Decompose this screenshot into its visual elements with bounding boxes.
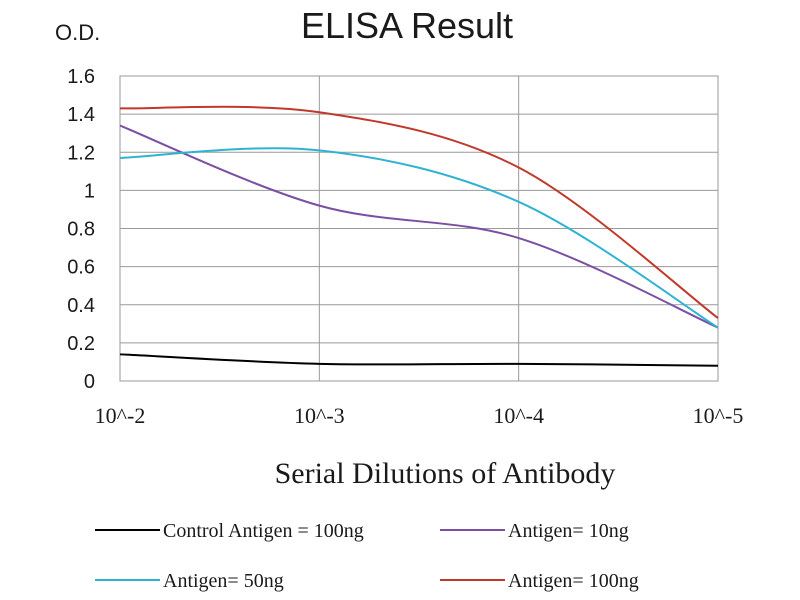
y-tick-label: 0.4 [67,295,95,317]
y-tick-label: 1 [84,180,95,202]
x-tick-label: 10^-2 [95,403,146,428]
legend: Control Antigen = 100ng Antigen= 10ng Anti… [95,520,639,592]
y-tick-label: 1.6 [67,66,95,88]
y-tick-label: 1.2 [67,142,95,164]
x-tick-label: 10^-5 [693,403,744,428]
y-axis-ticks: 0 0.2 0.4 0.6 0.8 1 1.2 1.4 1.6 [67,66,95,393]
y-tick-label: 0 [84,371,95,393]
x-tick-label: 10^-4 [493,403,544,428]
y-tick-label: 0.8 [67,219,95,241]
grid-lines [119,75,719,382]
legend-label: Antigen= 100ng [508,570,639,592]
legend-label: Antigen= 10ng [508,520,629,542]
series-line-2 [119,147,719,329]
series-line-3 [119,105,719,319]
x-axis-ticks: 10^-2 10^-3 10^-4 10^-5 [95,403,744,428]
x-tick-label: 10^-3 [294,403,345,428]
series-line-1 [119,124,719,329]
y-tick-label: 0.2 [67,333,95,355]
x-axis-label: Serial Dilutions of Antibody [275,457,616,490]
series-lines [119,105,719,367]
series-line-0 [119,353,719,367]
legend-label: Antigen= 50ng [163,570,284,592]
chart-title: ELISA Result [301,5,513,46]
legend-label: Control Antigen = 100ng [163,520,364,542]
y-axis-label: O.D. [55,20,100,45]
y-tick-label: 0.6 [67,257,95,279]
y-tick-label: 1.4 [67,104,95,126]
